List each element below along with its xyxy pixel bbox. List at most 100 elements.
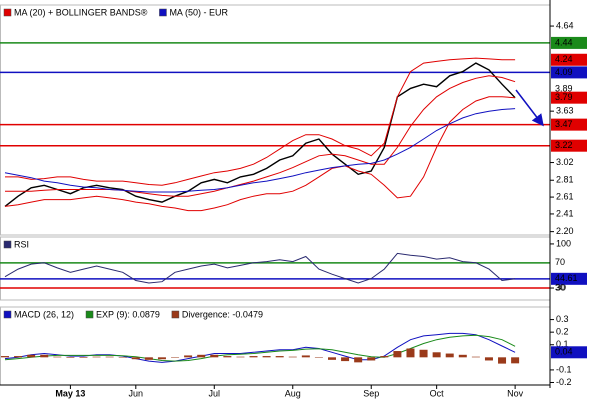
legend-label: MA (50) - EUR xyxy=(169,7,228,17)
divergence-bar xyxy=(445,353,454,358)
divergence-bar xyxy=(14,356,23,358)
level-label: 3.89 xyxy=(555,84,573,94)
divergence-bar xyxy=(92,356,101,358)
level-box xyxy=(551,272,587,285)
series-line xyxy=(4,334,516,362)
divergence-bar xyxy=(288,356,297,358)
y-tick-label: 2.41 xyxy=(556,208,574,218)
legend-label: MA (20) + BOLLINGER BANDS® xyxy=(14,7,148,17)
x-tick-label: Aug xyxy=(285,388,301,398)
divergence-bar xyxy=(171,357,180,358)
divergence-bar xyxy=(223,356,232,358)
level-label: 70 xyxy=(555,257,565,267)
divergence-bar xyxy=(393,351,402,358)
y-tick-label: 0.2 xyxy=(556,327,569,337)
y-tick-label: 4.64 xyxy=(556,20,574,30)
divergence-bar xyxy=(53,356,62,358)
y-tick-label: 2.81 xyxy=(556,175,574,185)
divergence-bar xyxy=(236,356,245,358)
divergence-bar xyxy=(432,352,441,358)
divergence-bar xyxy=(471,356,480,358)
x-tick-label: Nov xyxy=(507,388,524,398)
level-box xyxy=(551,66,587,79)
divergence-bar xyxy=(314,357,323,358)
level-label: 4.24 xyxy=(555,54,573,64)
divergence-bar xyxy=(341,357,350,362)
divergence-bar xyxy=(197,354,206,358)
series-line xyxy=(5,57,516,186)
divergence-bar xyxy=(40,354,49,358)
series-line xyxy=(4,62,516,207)
legend-swatch xyxy=(3,8,12,17)
y-tick-label: 30 xyxy=(556,282,566,292)
divergence-bar xyxy=(210,354,219,358)
divergence-bar xyxy=(1,356,9,358)
divergence-bar xyxy=(144,357,153,360)
divergence-bar xyxy=(301,355,310,358)
level-label: 3.79 xyxy=(555,92,573,102)
level-box xyxy=(551,91,587,104)
legend-label: MACD (26, 12) xyxy=(14,309,74,319)
divergence-bar xyxy=(118,357,127,358)
divergence-bar xyxy=(498,357,507,364)
level-label: 0.04 xyxy=(555,347,573,357)
divergence-bar xyxy=(262,356,271,358)
y-tick-label: 3.63 xyxy=(556,106,574,116)
series-line xyxy=(4,108,516,193)
y-tick-label: -0.1 xyxy=(556,364,572,374)
divergence-bar xyxy=(354,357,363,363)
series-line xyxy=(4,252,516,284)
divergence-bar xyxy=(458,354,467,358)
y-tick-label: 0.3 xyxy=(556,314,569,324)
level-label: 4.09 xyxy=(555,67,573,77)
level-box xyxy=(551,139,587,152)
x-tick-label: Jul xyxy=(209,388,221,398)
legend-swatch xyxy=(159,8,167,17)
legend-swatch xyxy=(171,310,180,319)
y-tick-label: 0.1 xyxy=(556,339,569,349)
level-label: 4.44 xyxy=(555,37,573,47)
level-label: 3.22 xyxy=(555,140,573,150)
legend-swatch xyxy=(3,310,12,319)
level-box xyxy=(551,346,587,359)
level-label: 3.47 xyxy=(555,119,573,129)
divergence-bar xyxy=(27,354,36,358)
forecast-arrow xyxy=(515,89,544,127)
divergence-bar xyxy=(66,357,75,358)
level-box xyxy=(551,36,587,49)
legend-label: Divergence: -0.0479 xyxy=(182,309,263,319)
divergence-bar xyxy=(328,357,336,360)
legend-swatch xyxy=(3,240,12,249)
divergence-bar xyxy=(157,357,166,360)
divergence-bar xyxy=(249,356,258,358)
legend-swatch xyxy=(85,310,94,319)
x-tick-label: May 13 xyxy=(55,388,85,398)
divergence-bar xyxy=(484,357,493,361)
divergence-bar xyxy=(79,357,88,358)
x-tick-label: Jun xyxy=(129,388,144,398)
level-label: 30 xyxy=(555,282,565,292)
y-tick-label: -0.2 xyxy=(556,377,572,387)
level-box xyxy=(551,118,587,131)
series-line xyxy=(5,75,516,197)
divergence-bar xyxy=(406,348,415,358)
y-tick-label: 100 xyxy=(556,238,571,248)
divergence-bar xyxy=(380,356,389,358)
divergence-bar xyxy=(131,357,140,360)
x-tick-label: Oct xyxy=(430,388,445,398)
legend-label: EXP (9): 0.0879 xyxy=(96,309,160,319)
divergence-bar xyxy=(367,357,376,361)
level-box xyxy=(551,53,587,66)
divergence-bar xyxy=(511,357,520,364)
legend-label: RSI xyxy=(14,239,29,249)
level-label: 44.61 xyxy=(555,273,578,283)
divergence-bar xyxy=(184,355,193,358)
y-tick-label: 2.20 xyxy=(556,226,574,236)
y-tick-label: 2.61 xyxy=(556,191,574,201)
y-tick-label: 3.02 xyxy=(556,157,574,167)
x-tick-label: Sep xyxy=(363,388,379,398)
divergence-bar xyxy=(105,356,114,358)
series-line xyxy=(4,96,516,212)
